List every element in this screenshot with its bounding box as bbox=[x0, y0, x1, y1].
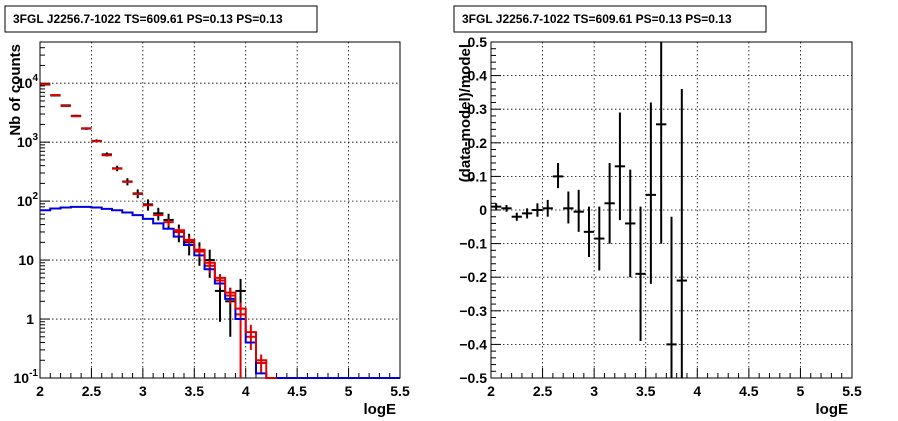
plot-frame bbox=[39, 41, 401, 379]
x-tick-label: 2.5 bbox=[82, 383, 102, 399]
x-tick-label: 3.5 bbox=[636, 383, 656, 399]
chart-panel-2: 3FGL J2256.7-1022 TS=609.61 PS=0.13 PS=0… bbox=[453, 5, 862, 418]
y-tick-label: 0.1 bbox=[468, 168, 488, 184]
y-tick-label: −0.1 bbox=[459, 236, 487, 252]
x-tick-label: 4 bbox=[693, 383, 701, 399]
y-tick-label: 10 bbox=[18, 252, 34, 268]
x-tick-label: 2.5 bbox=[533, 383, 553, 399]
chart-title: 3FGL J2256.7-1022 TS=609.61 PS=0.13 PS=0… bbox=[13, 12, 283, 26]
chart-title: 3FGL J2256.7-1022 TS=609.61 PS=0.13 PS=0… bbox=[462, 12, 732, 26]
model-step-line-3 bbox=[40, 205, 400, 379]
chart-title-box bbox=[453, 5, 767, 33]
y-axis-label: Nb of counts bbox=[7, 44, 24, 136]
x-tick-label: 4.5 bbox=[739, 383, 759, 399]
y-tick-label: 0.2 bbox=[468, 135, 488, 151]
y-tick-label: −0.5 bbox=[459, 370, 487, 386]
y-tick-label: 104 bbox=[17, 73, 39, 91]
y-tick-label: −0.2 bbox=[459, 269, 487, 285]
y-tick-label: −0.4 bbox=[459, 336, 487, 352]
x-axis-label: logE bbox=[364, 401, 397, 418]
x-tick-label: 3 bbox=[139, 383, 147, 399]
y-axis-label: (data-model)/model bbox=[457, 44, 474, 182]
y-tick-label: 0.5 bbox=[468, 34, 488, 50]
x-axis-label: logE bbox=[816, 401, 849, 418]
y-tick-label: 0.3 bbox=[468, 101, 488, 117]
y-tick-label: 10-1 bbox=[14, 368, 39, 386]
x-tick-label: 3 bbox=[590, 383, 598, 399]
y-tick-label: −0.3 bbox=[459, 303, 487, 319]
x-tick-label: 4.5 bbox=[287, 383, 307, 399]
x-tick-label: 4 bbox=[242, 383, 250, 399]
chart-panel-1: 3FGL J2256.7-1022 TS=609.61 PS=0.13 PS=0… bbox=[4, 5, 410, 418]
x-tick-label: 3.5 bbox=[185, 383, 205, 399]
y-tick-label: 102 bbox=[17, 191, 39, 209]
y-tick-label: 0.4 bbox=[468, 68, 488, 84]
chart-title-box bbox=[4, 5, 318, 33]
y-tick-label: 103 bbox=[17, 132, 39, 150]
y-tick-label: 1 bbox=[26, 311, 34, 327]
x-tick-label: 5 bbox=[345, 383, 353, 399]
x-tick-label: 2 bbox=[36, 383, 44, 399]
y-tick-label: 0 bbox=[479, 202, 487, 218]
model-step-line-4 bbox=[173, 229, 277, 379]
x-tick-label: 5 bbox=[797, 383, 805, 399]
x-tick-label: 2 bbox=[487, 383, 495, 399]
x-tick-label: 5.5 bbox=[842, 383, 862, 399]
x-tick-label: 5.5 bbox=[390, 383, 410, 399]
